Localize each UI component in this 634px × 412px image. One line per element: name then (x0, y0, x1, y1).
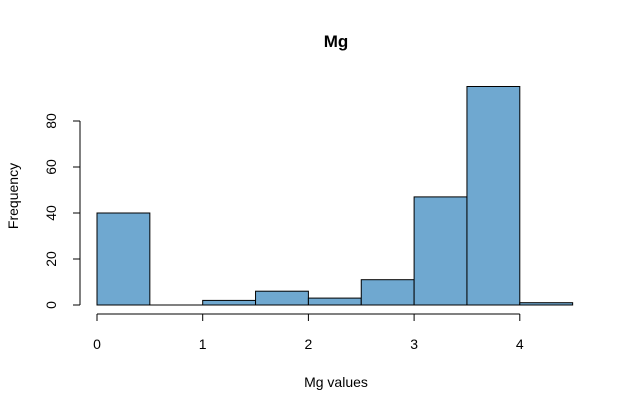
chart-title: Mg (324, 32, 349, 51)
x-axis-label: Mg values (304, 374, 368, 390)
x-tick-label: 1 (199, 336, 207, 352)
bar-0 (96, 212, 151, 306)
y-tick-label: 20 (43, 251, 59, 267)
x-tick-label: 3 (410, 336, 418, 352)
bar-8 (519, 302, 574, 306)
bar-2 (202, 299, 257, 306)
y-tick-label: 0 (43, 301, 59, 309)
x-tick-label: 2 (305, 336, 313, 352)
bar-6 (413, 196, 468, 306)
y-tick-label: 80 (43, 113, 59, 129)
y-tick-label: 40 (43, 205, 59, 221)
bars-group (96, 86, 574, 306)
bar-3 (255, 290, 309, 306)
y-axis-label: Frequency (5, 163, 21, 229)
x-axis: 0 1 2 3 4 (93, 313, 524, 352)
y-tick-label: 60 (43, 159, 59, 175)
bar-7 (466, 86, 521, 306)
bar-5 (360, 279, 415, 306)
bar-4 (307, 297, 362, 306)
y-axis: 0 20 40 60 80 (43, 113, 81, 309)
x-tick-label: 4 (516, 336, 524, 352)
x-tick-label: 0 (93, 336, 101, 352)
